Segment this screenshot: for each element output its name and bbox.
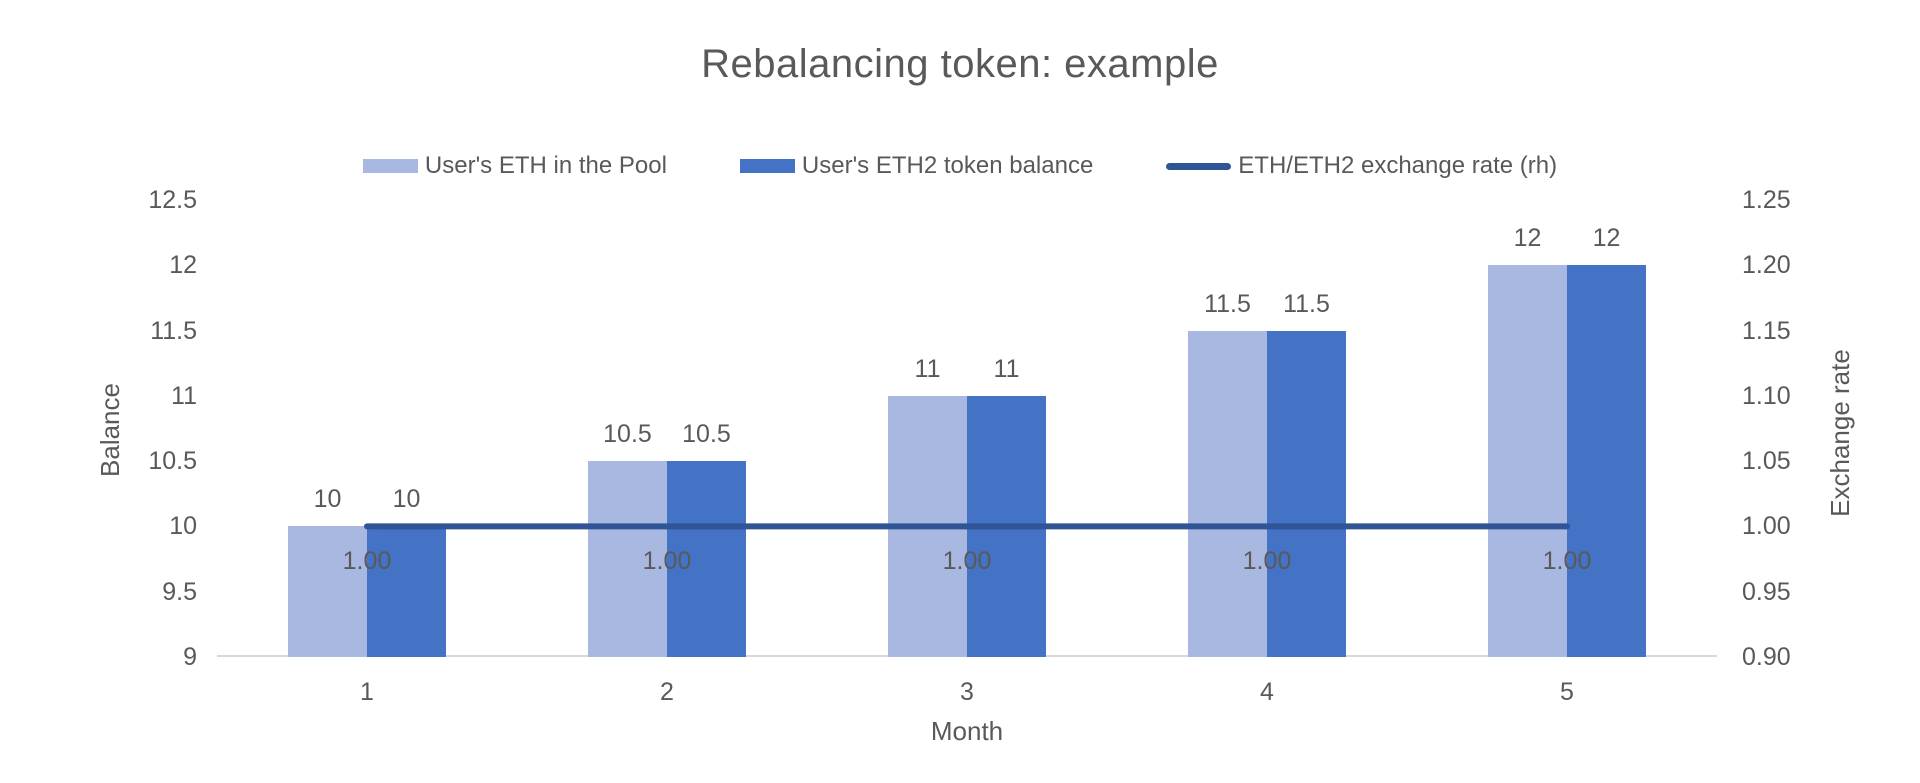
exchange-rate-value-label: 1.00 [1242, 547, 1292, 576]
right-axis-tick-label: 1.00 [1742, 512, 1791, 541]
exchange-rate-value-label: 1.00 [342, 547, 392, 576]
right-axis-tick-label: 0.90 [1742, 643, 1791, 671]
bar-value-label: 11.5 [1283, 289, 1330, 318]
x-axis-category-label: 3 [960, 678, 974, 706]
left-axis-tick-label: 11 [171, 381, 197, 410]
legend-item-eth2-balance: User's ETH2 token balance [739, 152, 1094, 180]
exchange-rate-value-label: 1.00 [642, 547, 692, 576]
bar-value-label: 11 [914, 354, 941, 383]
legend-item-exchange-rate: ETH/ETH2 exchange rate (rh) [1166, 152, 1557, 180]
bar-value-label: 10.5 [603, 420, 652, 449]
bar-eth-pool [1488, 265, 1567, 657]
bar-value-label: 12 [1513, 224, 1542, 253]
x-axis-category-label: 5 [1560, 678, 1574, 706]
right-axis-tick-label: 1.15 [1742, 316, 1791, 345]
right-axis-tick-label: 1.25 [1742, 186, 1791, 214]
x-axis-category-label: 4 [1260, 678, 1274, 706]
x-axis-category-label: 1 [360, 678, 374, 706]
bar-value-label: 10 [313, 485, 342, 514]
bar-value-label: 10.5 [682, 420, 731, 449]
left-axis-tick-label: 12 [169, 251, 197, 280]
chart-title: Rebalancing token: example [701, 42, 1219, 86]
left-axis-tick-label: 9.5 [162, 577, 197, 606]
bar-value-label: 10 [392, 485, 421, 514]
right-axis-tick-label: 1.05 [1742, 447, 1791, 476]
bar-eth2-balance [967, 395, 1046, 657]
exchange-rate-value-label: 1.00 [1542, 547, 1592, 576]
left-axis-tick-label: 9 [183, 643, 197, 671]
x-axis-category-label: 2 [660, 678, 674, 706]
right-axis-tick-label: 0.95 [1742, 577, 1791, 606]
exchange-rate-value-label: 1.00 [942, 547, 992, 576]
bar-eth-pool [1188, 330, 1267, 657]
right-axis-tick-label: 1.20 [1742, 251, 1791, 280]
bar-eth-pool [588, 461, 667, 657]
bar-eth2-balance [667, 461, 746, 657]
bar-eth-pool [288, 526, 367, 657]
bar-eth2-balance [367, 526, 446, 657]
bar-eth-pool [888, 395, 967, 657]
legend-label-eth-pool: User's ETH in the Pool [424, 152, 667, 179]
bar-value-label: 12 [1592, 224, 1621, 253]
legend-item-eth-pool: User's ETH in the Pool [362, 152, 667, 180]
legend-label-exchange-rate: ETH/ETH2 exchange rate (rh) [1238, 152, 1558, 179]
bar-eth2-balance [1567, 265, 1646, 657]
left-axis-tick-label: 10 [169, 512, 197, 541]
bar-value-label: 11.5 [1204, 289, 1251, 318]
left-axis-tick-label: 12.5 [148, 186, 197, 214]
legend-swatch-eth-pool-icon [362, 159, 418, 173]
x-axis-title: Month [930, 716, 1004, 746]
left-axis-tick-label: 10.5 [148, 447, 197, 476]
legend-label-eth2-balance: User's ETH2 token balance [801, 152, 1094, 179]
bar-value-label: 11 [993, 354, 1020, 383]
bar-eth2-balance [1267, 330, 1346, 657]
legend-swatch-exchange-rate-icon [1166, 162, 1232, 170]
legend: User's ETH in the Pool User's ETH2 token… [0, 152, 1920, 180]
left-axis-tick-label: 11.5 [150, 316, 197, 345]
right-axis-tick-label: 1.10 [1742, 381, 1791, 410]
legend-swatch-eth2-balance-icon [739, 159, 795, 173]
